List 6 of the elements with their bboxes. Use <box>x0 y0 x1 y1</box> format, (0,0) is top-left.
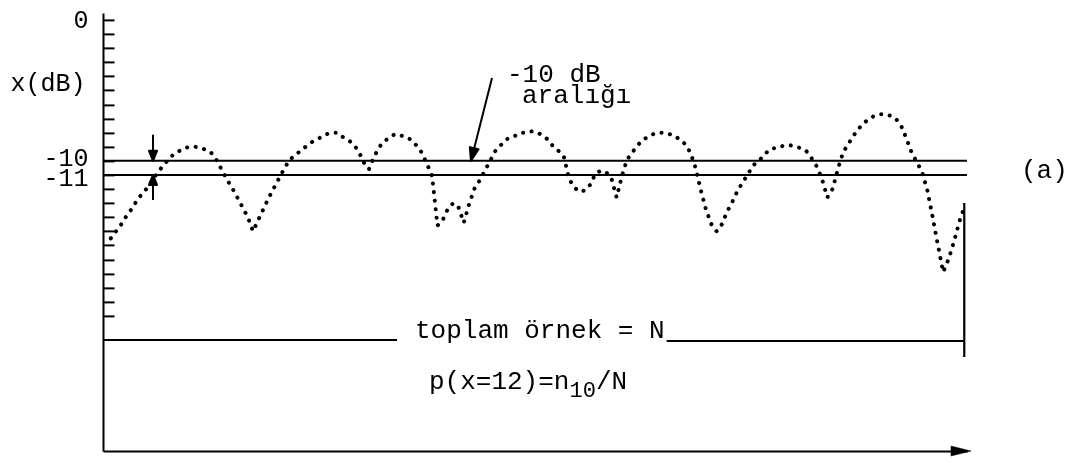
text: (a) <box>1021 156 1068 186</box>
y-tick-label: 0 <box>73 7 89 37</box>
annotation: -10 dB aralığı <box>507 60 632 111</box>
y-axis-title: x(dB) <box>10 70 86 100</box>
annotation: toplam örnek = N <box>415 316 665 346</box>
annotation: p(x=12)=n$_{10}$/N <box>429 367 628 405</box>
